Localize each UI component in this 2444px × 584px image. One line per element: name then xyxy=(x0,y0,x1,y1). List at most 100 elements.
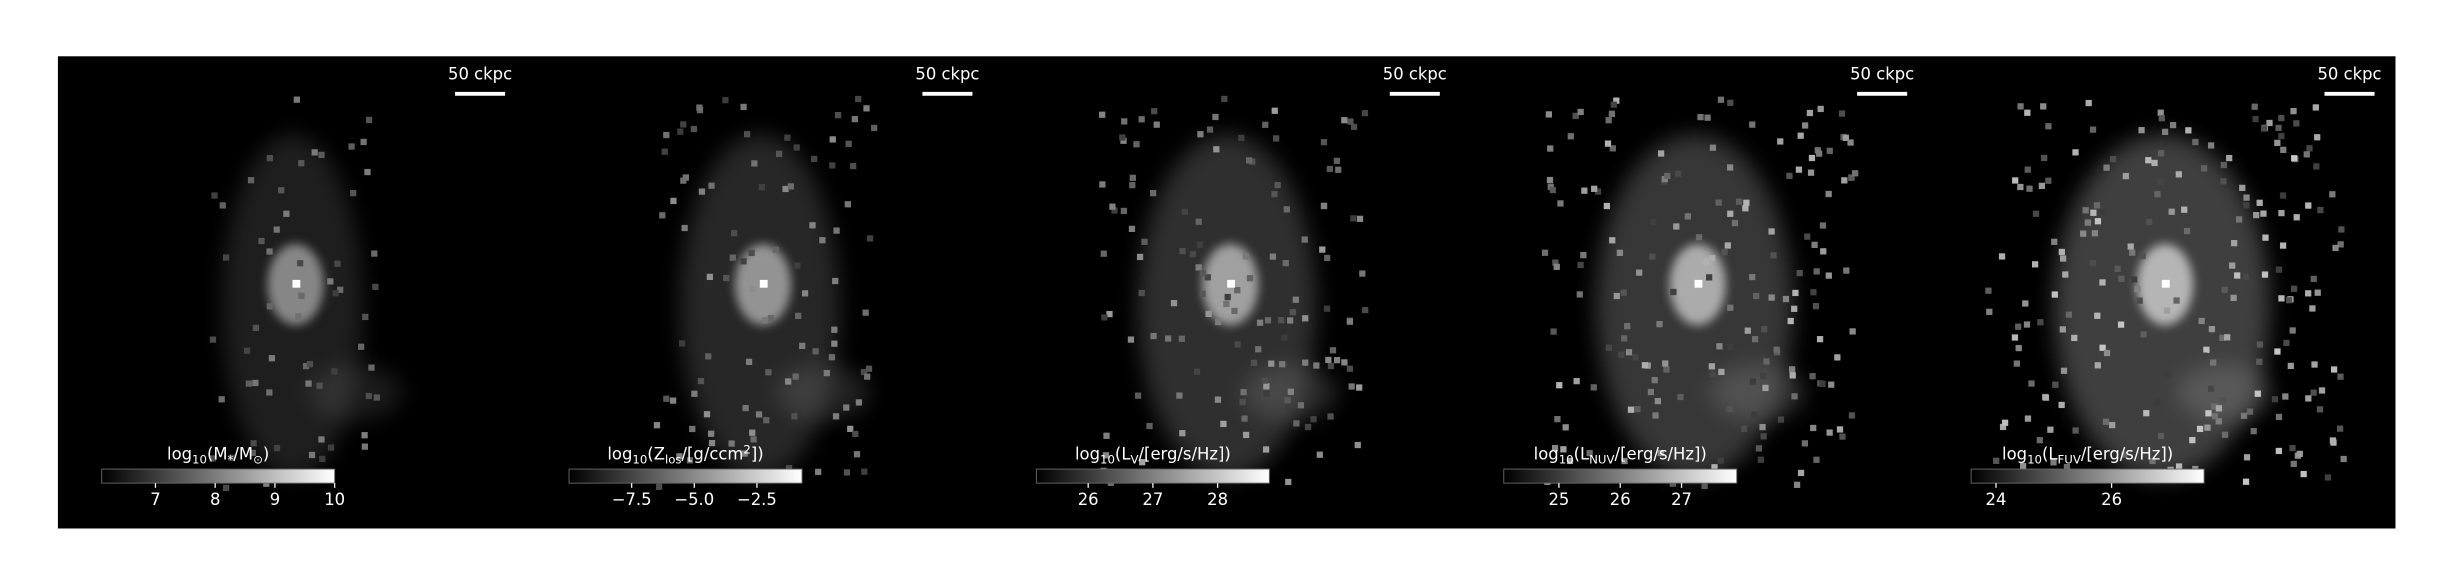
pixel xyxy=(2242,273,2250,281)
pixel xyxy=(1547,145,1554,152)
pixel xyxy=(1234,287,1241,294)
pixel xyxy=(2109,421,2116,429)
pixel xyxy=(1287,388,1294,395)
pixel xyxy=(2260,210,2267,217)
pixel xyxy=(2275,413,2283,421)
pixel xyxy=(1788,366,1796,373)
pixel xyxy=(1759,423,1766,431)
pixel xyxy=(2221,431,2229,438)
pixel xyxy=(1674,170,1682,177)
pixel xyxy=(1099,111,1106,118)
pixel xyxy=(2251,103,2258,110)
pixel xyxy=(2183,227,2191,235)
pixel xyxy=(1285,404,1292,411)
pixel xyxy=(2282,393,2289,400)
pixel xyxy=(2127,243,2134,250)
core-pixel xyxy=(2161,279,2170,288)
pixel xyxy=(1199,290,1206,297)
pixel xyxy=(2278,295,2285,302)
label-part: (Z xyxy=(647,445,665,464)
pixel xyxy=(2085,99,2092,107)
pixel xyxy=(763,417,770,424)
pixel xyxy=(318,151,325,159)
pixel xyxy=(1654,397,1661,405)
pixel xyxy=(2278,133,2285,140)
pixel xyxy=(1356,215,1364,222)
label-part: 10 xyxy=(2027,453,2042,467)
label-part: log xyxy=(2002,445,2027,464)
pixel xyxy=(2254,390,2261,397)
label-part: log xyxy=(1075,445,1100,464)
pixel xyxy=(2286,297,2293,304)
pixel xyxy=(1613,292,1620,300)
pixel xyxy=(266,303,274,310)
pixel xyxy=(775,150,783,157)
pixel xyxy=(1346,365,1354,372)
pixel xyxy=(2080,230,2087,237)
pixel xyxy=(1327,362,1335,370)
pixel xyxy=(2024,166,2031,173)
pixel xyxy=(1557,200,1564,207)
pixel xyxy=(2122,173,2129,180)
pixel xyxy=(1566,457,1574,465)
label-part: NUV xyxy=(1589,453,1614,467)
pixel xyxy=(1176,392,1183,399)
pixel xyxy=(1572,112,1579,120)
pixel xyxy=(691,390,698,397)
pixel xyxy=(2312,104,2319,111)
pixel xyxy=(2243,202,2250,209)
colorbar-label: log10​(LFUV​/[erg/s/Hz]) xyxy=(2002,445,2173,467)
pixel xyxy=(1576,291,1583,298)
pixel xyxy=(1204,274,1211,281)
pixel xyxy=(283,210,290,217)
pixel xyxy=(2242,478,2250,485)
pixel xyxy=(864,373,871,380)
pixel xyxy=(1590,384,1597,391)
pixel xyxy=(1773,346,1780,353)
pixel xyxy=(772,246,779,253)
pixel xyxy=(1567,133,1574,140)
colorbar-tick-label: 7 xyxy=(150,490,160,509)
pixel xyxy=(866,235,874,242)
pixel xyxy=(706,273,713,281)
pixel xyxy=(2240,412,2248,419)
pixel xyxy=(1852,170,1859,177)
pixel xyxy=(327,444,335,451)
pixel xyxy=(1763,358,1770,365)
pixel xyxy=(362,313,369,321)
pixel xyxy=(697,377,705,385)
pixel xyxy=(1256,319,1264,326)
pixel xyxy=(2305,202,2312,209)
pixel xyxy=(2287,362,2294,370)
pixel xyxy=(2032,210,2040,217)
pixel xyxy=(1293,420,1300,427)
pixel xyxy=(2279,192,2287,199)
pixel xyxy=(1213,146,1220,153)
pixel xyxy=(1170,299,1178,307)
pixel xyxy=(2015,323,2022,330)
pixel xyxy=(1760,433,1767,440)
pixel xyxy=(2050,459,2057,466)
pixel xyxy=(1269,253,1277,260)
pixel xyxy=(1843,267,1850,274)
pixel xyxy=(748,249,755,257)
pixel xyxy=(2157,178,2164,185)
pixel xyxy=(2038,182,2046,190)
pixel xyxy=(2032,261,2039,268)
pixel xyxy=(1735,198,1743,205)
pixel xyxy=(1985,287,1992,294)
label-part: log xyxy=(167,445,192,464)
pixel xyxy=(2336,425,2344,432)
pixel xyxy=(2290,285,2298,292)
pixel xyxy=(360,138,367,146)
pixel xyxy=(1577,261,1584,269)
pixel xyxy=(833,227,840,234)
pixel xyxy=(681,224,688,232)
pixel xyxy=(2192,138,2199,146)
pixel xyxy=(1255,346,1262,353)
pixel xyxy=(2114,265,2121,273)
pixel xyxy=(1604,140,1612,147)
pixel xyxy=(1782,295,1790,303)
label-part: ⊙ xyxy=(253,453,263,467)
pixel xyxy=(297,260,304,267)
